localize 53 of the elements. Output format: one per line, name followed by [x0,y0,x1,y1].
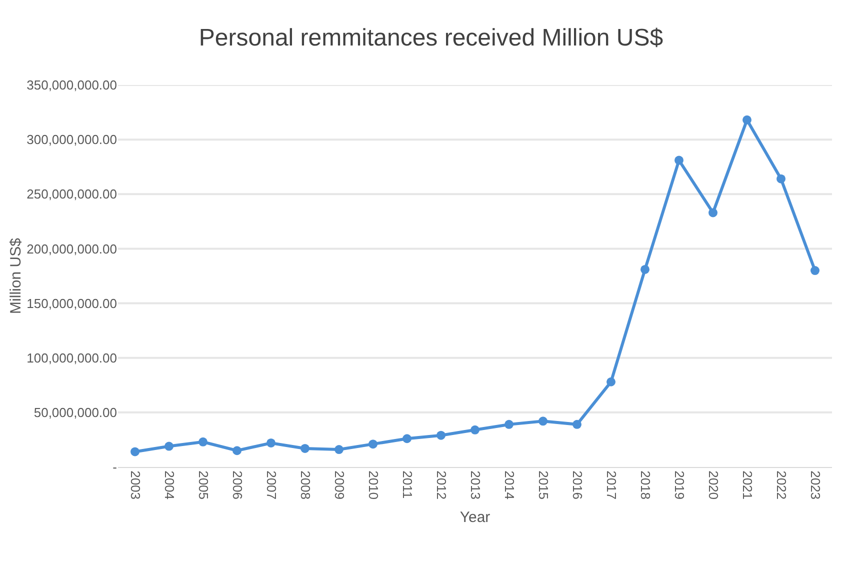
point [776,174,786,184]
y-tick-label: 250,000,000.00 [26,186,117,202]
x-tick-label: 2004 [162,470,177,500]
point [504,420,514,429]
point [130,447,140,456]
point [538,416,548,426]
x-tick-label: 2023 [808,470,823,500]
y-tick-label: 100,000,000.00 [26,350,117,366]
y-tick-label: 200,000,000.00 [26,241,117,256]
point [470,425,480,434]
x-tick-label: 2012 [434,470,449,500]
y-tick-label: 300,000,000.00 [26,132,117,148]
point [572,420,582,429]
chart-title: Personal remmitances received Million US$ [198,24,664,52]
x-tick-label: 2019 [672,470,687,500]
x-tick-label: 2017 [604,470,619,500]
x-tick-label: 2014 [502,470,517,500]
point [674,156,684,165]
x-tick-label: 2022 [774,470,789,500]
point [436,430,446,440]
x-tick-label: 2013 [468,470,483,500]
x-tick-label: 2008 [298,470,313,500]
x-tick-label: 2011 [400,470,415,499]
y-tick-label: 150,000,000.00 [26,296,117,311]
point [232,446,242,456]
point [300,444,310,453]
x-tick-label: 2015 [536,470,551,500]
x-tick-label: 2010 [366,470,381,500]
y-tick-label: 350,000,000.00 [26,78,117,93]
x-tick-label: 2021 [740,470,755,500]
point [640,264,650,274]
point [606,377,616,386]
point [402,434,412,444]
y-tick-label: - [112,460,117,475]
point [810,266,820,276]
point [198,437,208,446]
point [742,115,752,124]
x-tick-label: 2020 [706,470,721,500]
y-axis-title: Million US$ [8,237,25,314]
x-tick-label: 2006 [230,470,245,500]
x-tick-label: 2018 [638,470,653,500]
point [334,445,344,454]
x-tick-label: 2003 [128,470,143,500]
point [164,442,174,451]
x-tick-label: 2005 [196,470,211,500]
x-tick-label: 2007 [264,470,279,500]
x-tick-label: 2016 [570,470,585,500]
x-axis-title: Year [460,509,490,526]
point [368,440,378,449]
point [708,208,718,218]
x-tick-label: 2009 [332,470,347,500]
y-tick-label: 50,000,000.00 [34,404,117,420]
point [266,438,276,448]
